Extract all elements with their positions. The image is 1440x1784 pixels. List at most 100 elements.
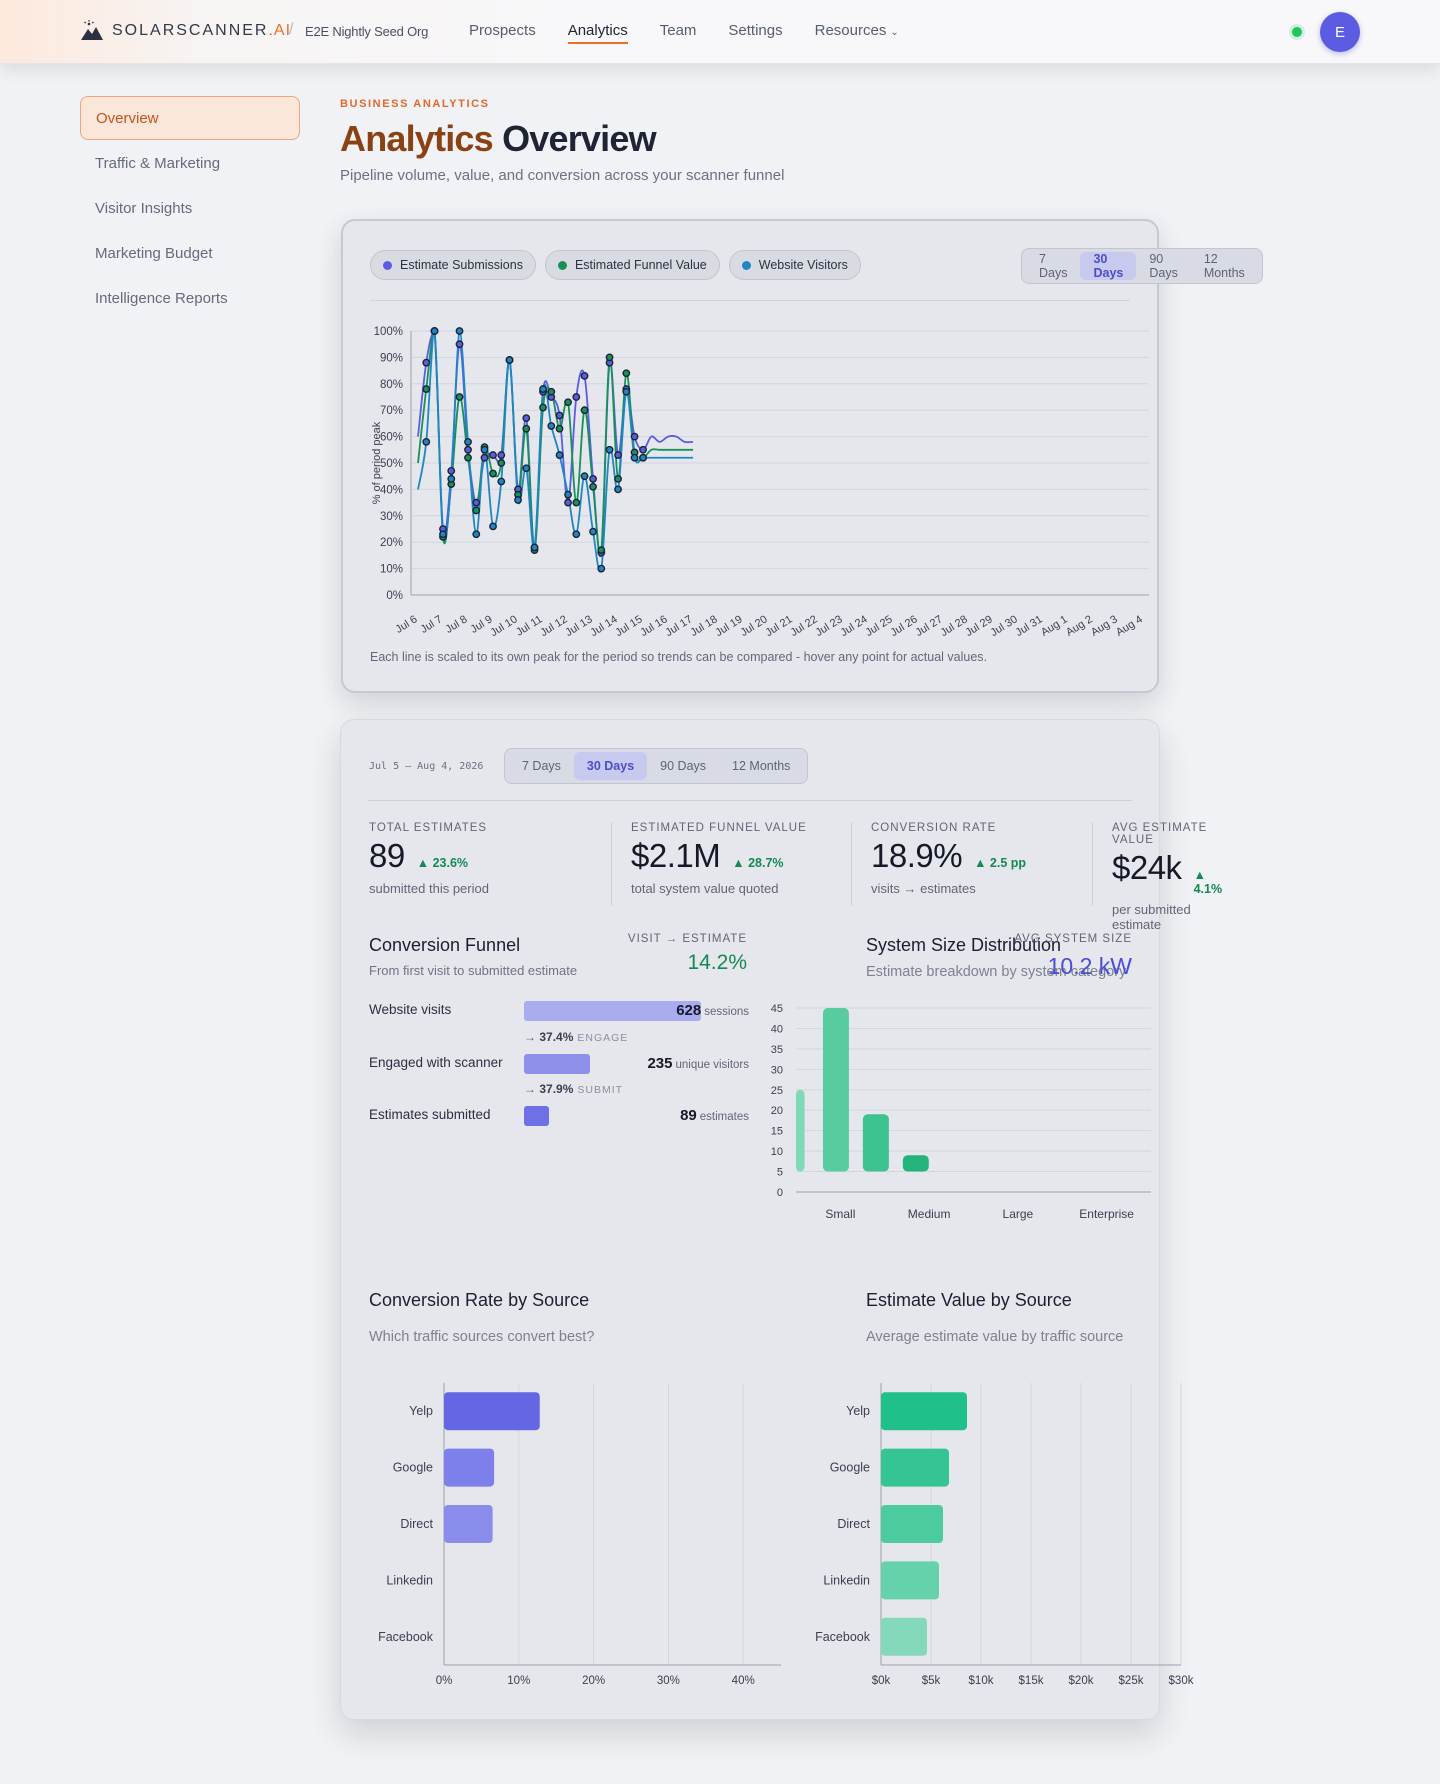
source-bar — [444, 1448, 495, 1487]
x-tick-label: $10k — [969, 1675, 994, 1687]
range-7-days[interactable]: 7 Days — [1039, 252, 1068, 280]
data-point — [564, 498, 572, 507]
funnel-stage-label: Website visits — [369, 1002, 452, 1017]
org-switcher[interactable]: E2E Nightly Seed Org — [305, 24, 429, 39]
data-point — [564, 490, 572, 499]
x-tick-label: 20% — [582, 1675, 605, 1687]
system-size-bar-chart: 0 5 10 15 20 25 30 35 40 45 Small Medium Large Enterp… — [771, 1003, 1151, 1221]
sidebar: Overview Traffic & Marketing Visitor Ins… — [80, 96, 300, 321]
nav-analytics[interactable]: Analytics — [567, 22, 628, 44]
data-point — [455, 327, 464, 335]
data-point — [580, 472, 589, 481]
range-12-months[interactable]: 12 Months — [732, 759, 791, 773]
y-tick-label: 15 — [771, 1126, 783, 1138]
x-tick-label: Jul 21 — [763, 613, 794, 639]
kpi-value: 89 — [369, 837, 405, 874]
kpi-divider — [851, 822, 852, 906]
data-point — [422, 437, 431, 446]
y-tick-label: Direct — [400, 1517, 433, 1531]
range-90-days[interactable]: 90 Days — [660, 759, 707, 773]
sidebar-item-visitor-insights[interactable]: Visitor Insights — [95, 199, 193, 217]
sidebar-item-intelligence-reports[interactable]: Intelligence Reports — [95, 289, 228, 307]
legend-chip-website-visitors[interactable]: Website Visitors — [728, 250, 861, 280]
range-30-days[interactable]: 30 Days — [1080, 252, 1137, 280]
user-avatar[interactable]: E — [1320, 12, 1360, 52]
y-tick-label: 10% — [380, 564, 403, 576]
size-bar — [796, 1089, 805, 1172]
y-tick-label: 35 — [771, 1044, 783, 1056]
source-bar — [881, 1617, 927, 1656]
data-point — [497, 477, 506, 486]
y-tick-label: 25 — [771, 1085, 783, 1097]
legend-chip-estimated-funnel-value[interactable]: Estimated Funnel Value — [544, 250, 720, 280]
data-point — [539, 385, 547, 393]
data-point — [480, 445, 489, 454]
y-tick-label: 0% — [386, 590, 403, 602]
legend-chip-estimate-submissions[interactable]: Estimate Submissions — [370, 250, 536, 280]
x-tick-label: Large — [1003, 1207, 1034, 1221]
value-source-title: Estimate Value by Source — [866, 1290, 1072, 1310]
kpi-label: TOTAL ESTIMATES — [369, 822, 488, 834]
sun-mountain-icon — [81, 20, 103, 40]
sidebar-item-traffic-marketing[interactable]: Traffic & Marketing — [95, 154, 221, 172]
nav-resources[interactable]: Resources ⌄ — [815, 22, 899, 44]
x-tick-label: Enterprise — [1079, 1207, 1134, 1221]
data-point — [497, 451, 506, 459]
range-12-months[interactable]: 12 Months — [1203, 252, 1245, 280]
sidebar-item-marketing-budget[interactable]: Marketing Budget — [95, 244, 213, 262]
conv-source-bar-chart: 0%10%20%30%40%50%YelpGoogleDirectLinkedi… — [378, 1383, 781, 1687]
value-source-bar-chart: $0k $5k $10k $15k $20k $25k $30k Yelp Google Dire… — [815, 1383, 1194, 1687]
y-tick-label: 30% — [380, 511, 403, 523]
x-tick-label: Jul 15 — [613, 613, 644, 639]
kpi-subtext: per submitted estimate — [1112, 902, 1191, 932]
data-point — [639, 453, 647, 462]
kpi-total-estimates: TOTAL ESTIMATES 89 ▲ 23.6% submitted this… — [369, 810, 489, 896]
size-bar — [862, 1114, 889, 1172]
x-tick-label: Jul 11 — [514, 613, 545, 638]
legend-dot — [383, 260, 392, 270]
range-7-days[interactable]: 7 Days — [522, 759, 561, 773]
source-bar — [881, 1561, 939, 1600]
source-bar — [881, 1392, 967, 1431]
x-tick-label: Jul 7 — [419, 613, 445, 635]
system-size-title: System Size Distribution — [866, 935, 1062, 955]
y-tick-label: Google — [393, 1461, 433, 1475]
funnel-title: Conversion Funnel — [369, 935, 521, 955]
y-tick-label: 45 — [771, 1003, 783, 1015]
x-tick-label: $5k — [922, 1675, 941, 1687]
source-bar — [444, 1505, 493, 1543]
data-point — [472, 506, 481, 515]
data-point — [547, 387, 556, 396]
nav-team[interactable]: Team — [659, 22, 697, 39]
funnel-stage-value: 628 sessions — [589, 1002, 749, 1019]
kpi-value-wrap: $24k ▲ 4.1% — [1112, 849, 1222, 896]
range-30-days[interactable]: 30 Days — [573, 752, 648, 780]
data-point — [555, 451, 564, 459]
nav-prospects[interactable]: Prospects — [469, 22, 536, 39]
range-90-days[interactable]: 90 Days — [1149, 252, 1178, 280]
trend-range-selector: 7 Days 30 Days 90 Days 12 Months — [1021, 248, 1263, 284]
overview-range-selector: 7 Days 30 Days 90 Days 12 Months — [504, 748, 809, 784]
y-tick-label: 80% — [380, 379, 403, 391]
legend-dot — [557, 260, 567, 270]
data-point — [472, 498, 481, 507]
series-line — [417, 330, 694, 573]
source-bar — [881, 1448, 949, 1487]
nav-settings[interactable]: Settings — [728, 22, 783, 39]
kpi-subtext: total system value quoted — [631, 881, 779, 896]
x-tick-label: Jul 24 — [838, 613, 869, 639]
y-tick-label: 50% — [380, 458, 403, 470]
legend-label: Website Visitors — [758, 258, 848, 272]
online-status-indicator — [1292, 27, 1302, 37]
data-point — [539, 403, 547, 412]
data-point — [589, 482, 597, 491]
x-tick-label: Jul 25 — [863, 613, 894, 639]
brand-logo[interactable]: SOLARSCANNER.AI — [80, 20, 291, 42]
overview-card: Jul 5 – Aug 4, 2026 7 Days 30 Days 90 Da… — [340, 719, 1222, 1720]
x-tick-label: Jul 14 — [588, 613, 619, 639]
sidebar-item-overview[interactable]: Overview — [80, 96, 300, 140]
x-tick-label: 40% — [732, 1675, 755, 1687]
kpi-divider — [611, 822, 612, 906]
kpi-avg-estimate-value: AVG ESTIMATE VALUE $24k ▲ 4.1% per submit… — [1112, 810, 1222, 932]
system-size-subtitle: Estimate breakdown by system category — [866, 964, 1127, 980]
